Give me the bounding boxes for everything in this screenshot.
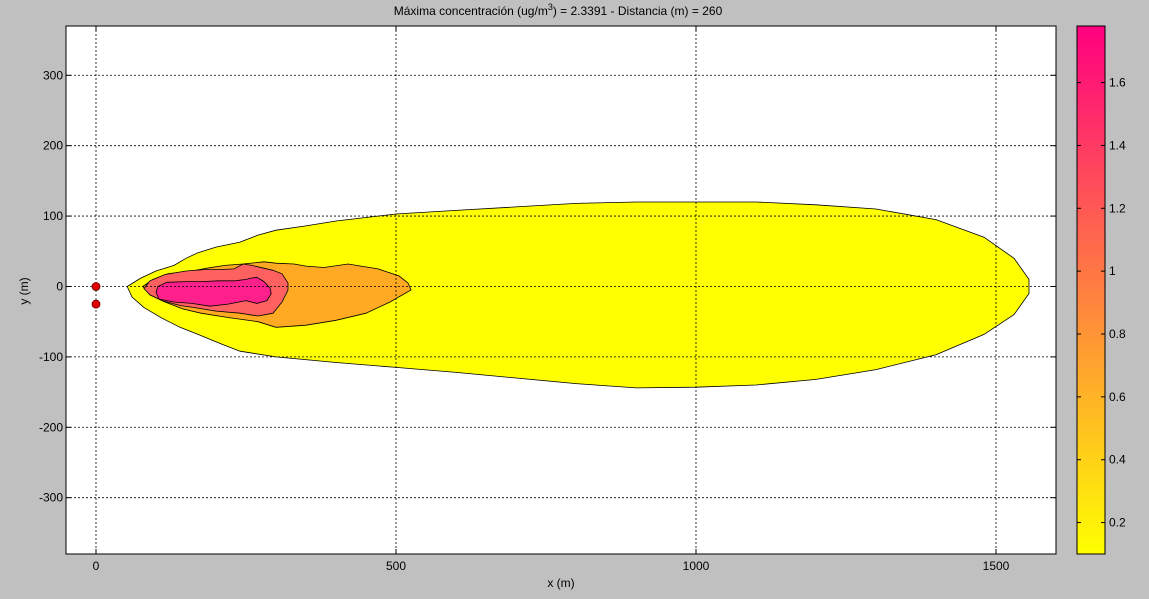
contour-layer: [126, 201, 1030, 389]
y-tick-label: -300: [39, 491, 63, 505]
chart-title: Máxima concentración (ug/m3) = 2.3391 - …: [394, 2, 723, 18]
y-axis-ticks: -300 -200 -100 0 100 200 300: [39, 68, 1056, 505]
colorbar-tick-label: 0.4: [1109, 453, 1126, 467]
y-tick-label: 0: [56, 279, 63, 293]
colorbar: [1076, 25, 1106, 555]
x-axis-label: x (m): [547, 576, 574, 590]
y-axis-label: y (m): [17, 277, 31, 304]
x-tick-label: 500: [386, 559, 406, 573]
x-tick-label: 1500: [983, 559, 1010, 573]
y-tick-label: -200: [39, 420, 63, 434]
colorbar-tick-label: 1.4: [1109, 138, 1126, 152]
x-axis-ticks: 0 500 1000 1500: [93, 26, 1010, 573]
colorbar-ticks: 0.2 0.4 0.6 0.8 1 1.2 1.4 1.6: [1077, 76, 1126, 530]
grid-lines: [66, 26, 1056, 554]
y-tick-label: 200: [43, 139, 63, 153]
plot-border: [65, 25, 1057, 555]
y-tick-label: 300: [43, 68, 63, 82]
contour-level-1_6: [155, 276, 272, 307]
y-tick-label: -100: [39, 350, 63, 364]
colorbar-tick-label: 0.6: [1109, 390, 1126, 404]
y-tick-label: 100: [43, 209, 63, 223]
x-tick-label: 1000: [683, 559, 710, 573]
colorbar-tick-label: 0.2: [1109, 516, 1126, 530]
source-markers: [91, 282, 101, 309]
colorbar-tick-label: 1.2: [1109, 201, 1126, 215]
colorbar-tick-label: 1.6: [1109, 76, 1126, 90]
colorbar-tick-label: 1: [1109, 264, 1116, 278]
colorbar-tick-label: 0.8: [1109, 327, 1126, 341]
source-marker: [91, 282, 101, 291]
x-tick-label: 0: [93, 559, 100, 573]
source-marker: [91, 299, 101, 309]
